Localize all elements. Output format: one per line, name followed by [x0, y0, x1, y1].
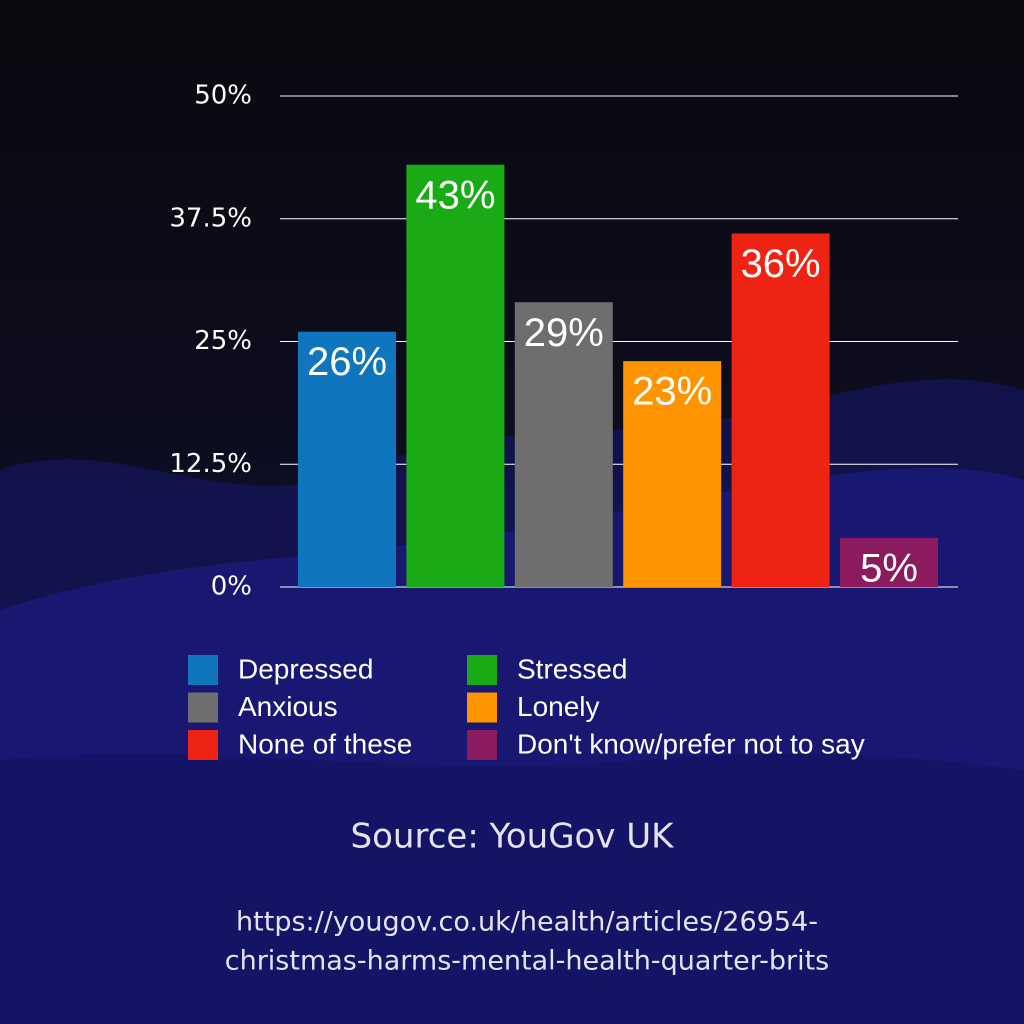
y-tick-label: 25% [194, 326, 252, 356]
bar [840, 537, 938, 587]
value-label: 29% [524, 311, 604, 355]
legend-label: Lonely [517, 691, 600, 722]
legend-label: Don't know/prefer not to say [517, 728, 865, 759]
y-tick-label: 37.5% [169, 203, 252, 233]
y-tick-label: 0% [211, 572, 252, 602]
legend-swatch [467, 692, 497, 723]
bar [514, 302, 613, 587]
legend-swatch [467, 730, 497, 760]
wave [0, 753, 1024, 1024]
legend-label: Depressed [238, 653, 373, 684]
legend-label: Anxious [238, 691, 338, 722]
y-tick-label: 12.5% [169, 449, 252, 479]
legend-swatch [188, 730, 218, 760]
source: Source: YouGov UK [351, 817, 676, 857]
bar [623, 361, 722, 587]
source-url: christmas-harms-mental-health-quarter-br… [225, 946, 829, 977]
source-url: https://yougov.co.uk/health/articles/269… [236, 907, 818, 938]
y-tick-label: 50% [194, 81, 252, 111]
legend-swatch [188, 655, 218, 685]
legend-label: Stressed [517, 653, 628, 684]
legend-swatch [188, 692, 218, 723]
legend-swatch [467, 655, 497, 685]
value-label: 36% [741, 242, 821, 286]
value-label: 43% [415, 173, 495, 217]
bar [731, 233, 830, 588]
bar [406, 164, 505, 588]
value-label: 23% [632, 370, 712, 414]
bar [298, 331, 396, 587]
value-label: 26% [307, 340, 387, 384]
value-label: 5% [860, 546, 918, 590]
legend-label: None of these [238, 728, 412, 759]
